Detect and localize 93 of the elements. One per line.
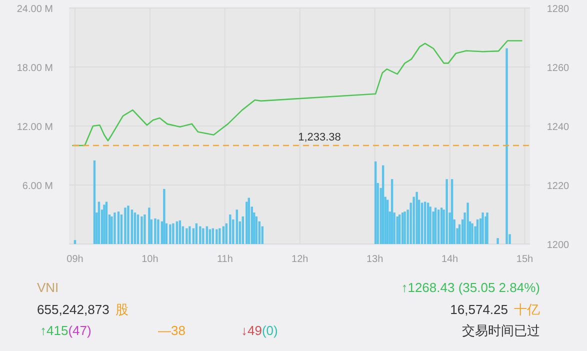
- text: 十亿: [514, 302, 540, 317]
- bar: [172, 223, 174, 244]
- bar: [398, 214, 401, 244]
- bar: [404, 212, 406, 244]
- x-tick-label: 15h: [516, 254, 534, 265]
- bar: [506, 48, 508, 244]
- bar: [186, 228, 188, 244]
- bar: [386, 200, 389, 244]
- bar: [98, 202, 100, 244]
- bar: [218, 228, 221, 244]
- bar: [476, 219, 479, 244]
- bar: [144, 214, 146, 244]
- bar: [248, 198, 250, 244]
- bar: [390, 179, 394, 244]
- bar: [114, 212, 116, 244]
- bar: [382, 165, 384, 244]
- bar: [124, 208, 126, 244]
- bar: [434, 208, 437, 244]
- bar: [416, 192, 418, 244]
- x-tick-label: 09h: [66, 254, 84, 265]
- bar: [130, 210, 134, 244]
- bar: [148, 208, 150, 244]
- bar: [163, 188, 166, 244]
- y2-tick-label: 1220: [546, 181, 570, 192]
- bar: [420, 202, 424, 244]
- bar: [154, 218, 156, 244]
- y2-tick-label: 1260: [546, 63, 570, 74]
- bar: [396, 216, 398, 244]
- bar: [486, 212, 488, 244]
- bar: [440, 208, 443, 244]
- bar: [74, 240, 76, 244]
- bar: [110, 216, 113, 244]
- bar: [127, 206, 130, 244]
- bar: [471, 223, 474, 244]
- bar: [482, 212, 484, 244]
- text: VNI: [37, 280, 59, 295]
- bar: [426, 202, 430, 244]
- y-tick-label: 24.00 M: [16, 4, 53, 15]
- text: 16,574.25: [450, 302, 508, 317]
- x-tick-label: 10h: [142, 254, 158, 265]
- bar: [136, 214, 140, 244]
- y-tick-label: 6.00 M: [22, 181, 53, 192]
- bar: [450, 179, 454, 244]
- bar: [429, 206, 432, 244]
- y-tick-label: 18.00 M: [16, 63, 53, 74]
- bar: [446, 179, 448, 244]
- bar: [157, 219, 160, 244]
- bar: [374, 161, 377, 244]
- bar: [496, 238, 499, 244]
- bar: [117, 212, 120, 244]
- bar: [437, 210, 440, 244]
- y2-tick-label: 1240: [546, 122, 570, 133]
- text: 655,242,873: [37, 302, 110, 317]
- bar: [140, 216, 143, 244]
- x-tick-label: 13h: [366, 254, 384, 265]
- ref-line-label: 1,233.38: [298, 132, 341, 144]
- bar: [216, 229, 218, 244]
- text: ↑1268.43 (35.05 2.84%): [401, 280, 540, 295]
- x-tick-label: 14h: [441, 254, 458, 265]
- bar: [424, 202, 426, 244]
- bar: [246, 202, 248, 244]
- text: 股: [115, 302, 128, 317]
- bar: [134, 212, 136, 244]
- line-series: [72, 40, 522, 146]
- bar: [222, 226, 225, 244]
- text: (47): [68, 323, 92, 338]
- bar: [188, 226, 191, 244]
- bar: [178, 220, 182, 244]
- x-tick-label: 11h: [216, 254, 233, 265]
- bar: [93, 160, 96, 244]
- bar: [202, 228, 204, 244]
- bar: [103, 204, 106, 244]
- bar: [199, 226, 202, 244]
- bar: [466, 202, 469, 244]
- text: —38: [158, 323, 186, 338]
- bar: [229, 214, 232, 244]
- y2-tick-label: 1280: [546, 4, 570, 15]
- bar: [105, 202, 108, 244]
- bar: [401, 212, 404, 244]
- bar: [255, 216, 258, 244]
- bar: [195, 223, 198, 244]
- y2-tick-label: 1200: [546, 240, 570, 251]
- bar: [176, 221, 178, 244]
- x-tick-label: 12h: [292, 254, 308, 265]
- y-tick-label: 12.00 M: [16, 122, 53, 133]
- text: 交易时间已过: [462, 323, 540, 338]
- text: ↑415: [40, 323, 68, 338]
- text: (0): [262, 323, 278, 338]
- bar: [212, 228, 214, 244]
- text: ↓49: [241, 323, 262, 338]
- bar: [236, 210, 238, 244]
- bar: [206, 226, 208, 244]
- bar: [169, 224, 172, 244]
